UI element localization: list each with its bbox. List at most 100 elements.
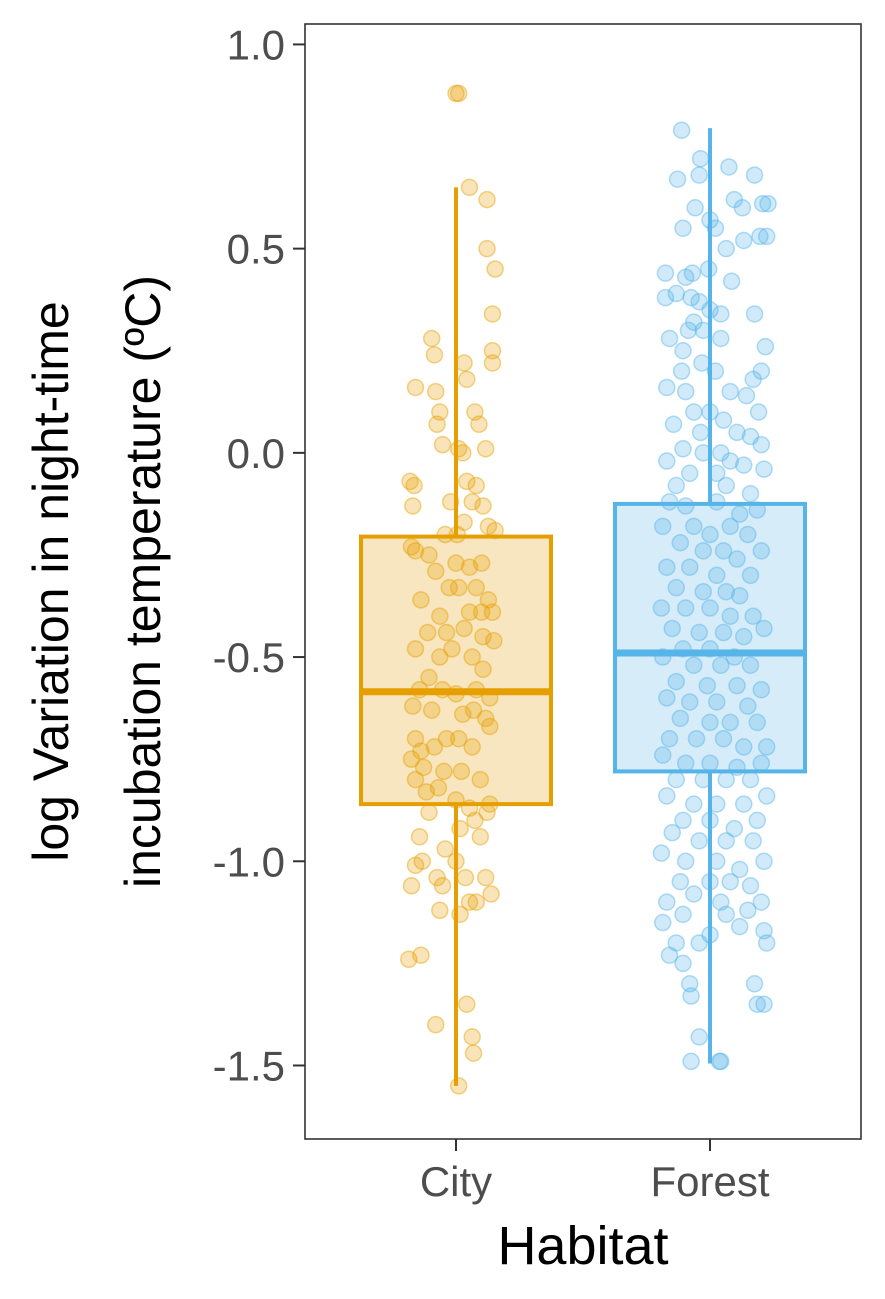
data-point: [413, 852, 431, 871]
data-point: [455, 619, 473, 638]
y-axis-title-line-2: incubation temperature (ºC): [115, 275, 171, 888]
data-point: [735, 231, 753, 250]
data-point: [685, 656, 703, 674]
data-point: [749, 403, 768, 421]
data-point: [451, 905, 469, 924]
data-point: [460, 178, 479, 197]
y-tick-label: -0.5: [213, 634, 285, 681]
data-point: [482, 885, 500, 903]
x-axis-ticks: City Forest: [420, 1139, 770, 1205]
data-point: [440, 578, 458, 597]
data-point: [676, 497, 695, 515]
data-point: [755, 460, 773, 478]
data-point: [652, 599, 671, 617]
data-point: [681, 464, 699, 483]
data-point: [485, 631, 503, 650]
data-point: [660, 729, 679, 748]
data-point: [422, 701, 441, 719]
data-point: [667, 476, 685, 495]
data-point: [701, 403, 719, 421]
data-point: [474, 627, 492, 646]
data-point: [701, 811, 719, 830]
data-point: [652, 844, 671, 862]
data-point: [406, 729, 425, 748]
data-point: [454, 705, 472, 723]
data-point: [431, 648, 449, 666]
data-point: [449, 84, 468, 103]
data-point: [701, 926, 719, 944]
data-point: [464, 1044, 483, 1062]
data-point: [676, 599, 695, 617]
data-point: [714, 411, 733, 429]
data-point: [406, 640, 425, 658]
data-point: [701, 713, 719, 732]
data-point: [712, 656, 730, 674]
data-point: [753, 194, 772, 213]
data-point: [478, 239, 496, 258]
data-point: [658, 558, 676, 576]
data-point: [690, 1028, 708, 1046]
data-point: [739, 697, 757, 715]
data-point: [466, 403, 484, 421]
data-point: [447, 554, 465, 572]
data-point: [472, 603, 491, 621]
data-point: [658, 787, 676, 805]
data-point: [660, 329, 679, 348]
data-point: [479, 591, 498, 609]
data-point: [728, 423, 746, 442]
data-point: [685, 313, 703, 331]
data-point: [476, 709, 495, 728]
data-point: [667, 934, 685, 952]
data-point: [466, 811, 484, 830]
data-point: [405, 476, 423, 495]
data-point: [674, 905, 692, 924]
data-point: [443, 640, 461, 658]
data-point: [667, 672, 685, 691]
data-point: [712, 329, 730, 348]
data-point: [463, 1028, 481, 1046]
data-point: [472, 554, 491, 572]
data-point: [658, 689, 676, 707]
data-point: [674, 811, 692, 830]
data-point: [460, 558, 479, 576]
box-group-city: [359, 84, 553, 1095]
data-point: [476, 868, 495, 887]
data-point: [728, 550, 746, 568]
y-tick-label: -1.5: [213, 1042, 285, 1089]
data-point: [686, 199, 704, 217]
data-point: [701, 525, 719, 544]
data-point: [698, 676, 717, 695]
data-point: [658, 893, 676, 911]
data-point: [730, 917, 749, 936]
data-point: [671, 872, 690, 891]
data-point: [741, 427, 760, 446]
data-point: [436, 840, 454, 858]
data-point: [725, 190, 744, 209]
data-point: [406, 378, 425, 397]
data-point: [691, 150, 710, 168]
data-point: [429, 779, 448, 797]
data-point: [739, 525, 757, 544]
y-axis-ticks: 1.0 0.5 0.0 -0.5 -1.0 -1.5: [213, 21, 305, 1089]
data-point: [431, 403, 449, 421]
data-point: [674, 440, 692, 458]
data-point: [404, 697, 422, 715]
data-point: [708, 852, 726, 871]
data-point: [722, 272, 741, 291]
data-point: [708, 693, 726, 711]
data-point: [447, 852, 465, 871]
data-point: [660, 946, 679, 964]
data-point: [470, 415, 488, 434]
data-point: [717, 582, 735, 601]
data-point: [744, 370, 762, 389]
data-point: [479, 517, 498, 536]
data-point: [483, 305, 502, 323]
data-point: [721, 452, 739, 470]
data-point: [714, 729, 733, 748]
data-point: [654, 517, 672, 536]
data-point: [483, 354, 502, 372]
data-point: [682, 288, 700, 307]
data-point: [735, 795, 753, 813]
data-point: [402, 538, 421, 556]
